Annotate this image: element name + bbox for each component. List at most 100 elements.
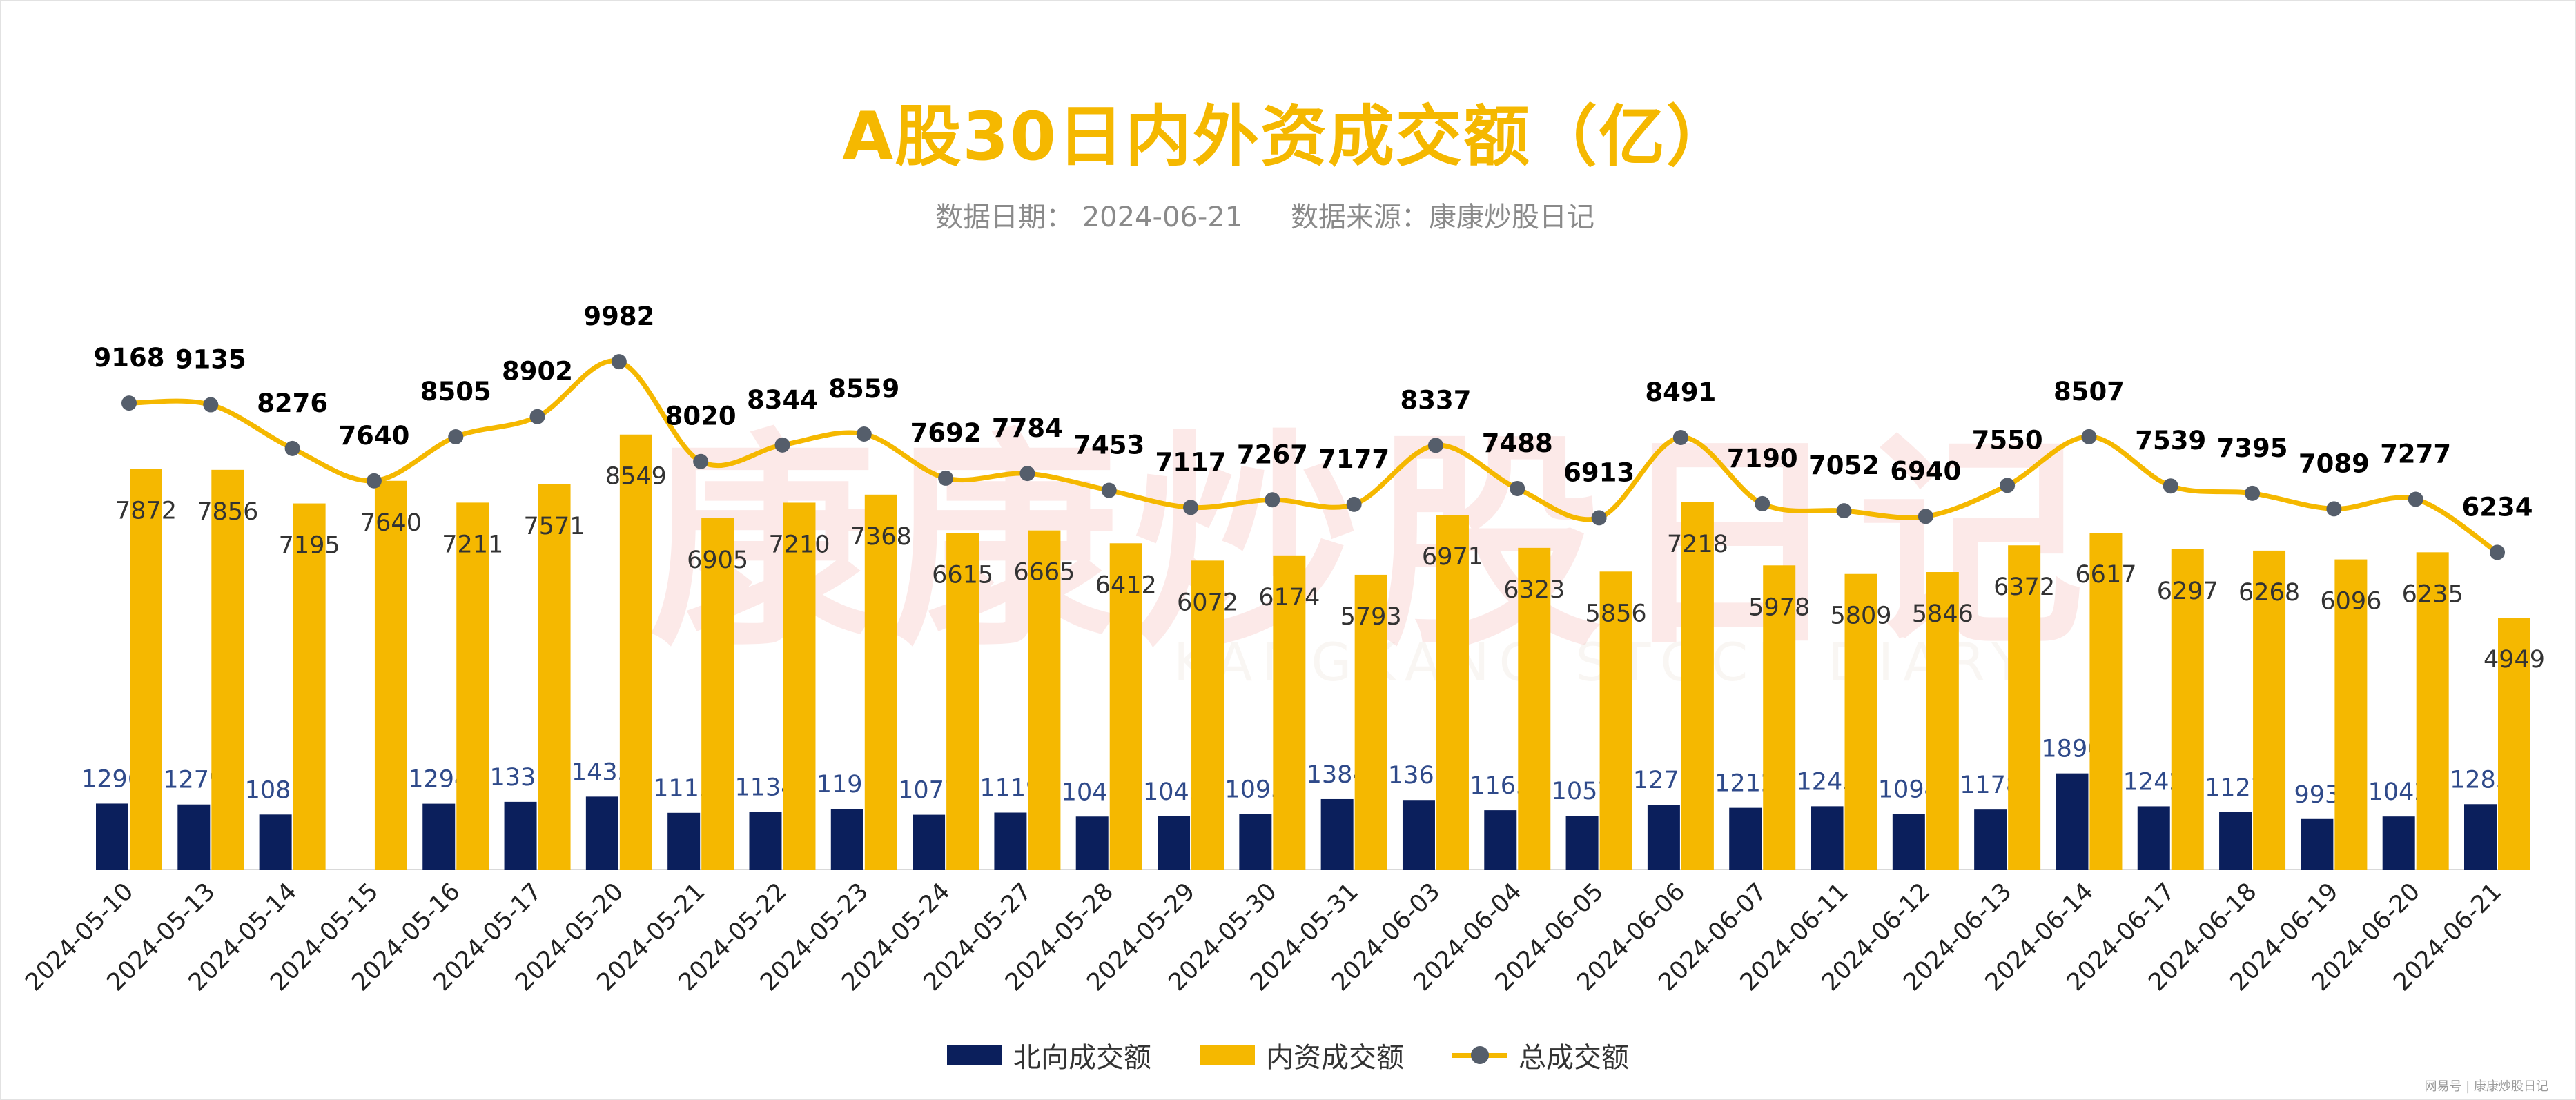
inner-bar bbox=[2334, 559, 2368, 870]
legend-swatch-north bbox=[947, 1045, 1002, 1065]
legend-swatch-inner bbox=[1200, 1045, 1255, 1065]
inner-value-label: 6971 bbox=[1422, 543, 1483, 571]
watermark-english: KANGKANG STOCK DIARY bbox=[1173, 631, 2033, 693]
north-bar bbox=[2382, 816, 2415, 870]
total-value-label: 6234 bbox=[2462, 492, 2533, 522]
inner-value-label: 7872 bbox=[115, 498, 177, 525]
north-bar bbox=[1158, 816, 1191, 870]
inner-bar bbox=[538, 484, 571, 870]
total-marker bbox=[1101, 482, 1117, 498]
total-value-label: 7190 bbox=[1727, 444, 1798, 473]
north-bar bbox=[749, 812, 782, 870]
north-bar bbox=[913, 814, 946, 870]
total-value-label: 7089 bbox=[2299, 449, 2370, 478]
total-marker bbox=[1918, 509, 1933, 524]
north-bar bbox=[1320, 798, 1354, 870]
chart-title: A股30日内外资成交额（亿） bbox=[842, 98, 1734, 175]
north-bar bbox=[177, 804, 211, 870]
total-marker bbox=[121, 395, 137, 411]
total-value-label: 6940 bbox=[1890, 456, 1961, 486]
inner-value-label: 8549 bbox=[605, 463, 667, 491]
north-bar bbox=[96, 803, 128, 870]
inner-bar bbox=[1354, 574, 1387, 870]
north-bar bbox=[830, 809, 863, 870]
inner-bar bbox=[1844, 573, 1877, 870]
north-bar bbox=[1075, 816, 1109, 870]
north-bar bbox=[1402, 800, 1435, 870]
total-marker bbox=[2000, 478, 2016, 493]
total-value-label: 7692 bbox=[910, 418, 982, 448]
north-bar bbox=[1239, 814, 1272, 870]
total-value-label: 7550 bbox=[1972, 425, 2043, 455]
north-bar bbox=[1647, 805, 1680, 870]
legend-item-inner: 内资成交额 bbox=[1200, 1035, 1404, 1075]
legend-label-total: 总成交额 bbox=[1519, 1042, 1629, 1074]
north-bar bbox=[422, 803, 456, 870]
total-value-label: 8507 bbox=[2053, 377, 2125, 406]
total-marker bbox=[448, 429, 464, 444]
legend-item-north: 北向成交额 bbox=[947, 1035, 1151, 1075]
total-marker bbox=[2163, 478, 2178, 494]
total-marker bbox=[1265, 492, 1280, 508]
inner-value-label: 5846 bbox=[1912, 600, 1973, 628]
inner-bar bbox=[456, 502, 489, 870]
total-marker bbox=[1019, 466, 1035, 482]
inner-bar bbox=[1681, 502, 1714, 870]
total-value-label: 7539 bbox=[2135, 426, 2206, 455]
north-bar bbox=[667, 812, 701, 870]
inner-value-label: 7211 bbox=[442, 531, 503, 558]
inner-bar bbox=[2089, 533, 2123, 870]
inner-bar bbox=[1273, 555, 1306, 870]
corner-credit: 网易号 | 康康炒股日记 bbox=[2424, 1079, 2548, 1094]
legend-label-inner: 内资成交额 bbox=[1266, 1042, 1404, 1074]
inner-bar bbox=[2253, 550, 2286, 870]
legend-swatch-total bbox=[1452, 1045, 1507, 1065]
inner-value-label: 6665 bbox=[1013, 559, 1075, 587]
north-value-label: 993 bbox=[2294, 781, 2340, 809]
inner-bar bbox=[2498, 618, 2530, 870]
inner-bar bbox=[1436, 515, 1469, 870]
inner-value-label: 6323 bbox=[1503, 576, 1565, 604]
inner-bar bbox=[1028, 530, 1061, 870]
inner-bar bbox=[1599, 571, 1632, 870]
total-marker bbox=[774, 437, 790, 453]
total-value-label: 7267 bbox=[1237, 440, 1308, 469]
north-bar bbox=[1484, 810, 1517, 870]
inner-bar bbox=[1191, 560, 1224, 870]
inner-value-label: 6268 bbox=[2238, 579, 2300, 607]
north-bar bbox=[2056, 773, 2089, 870]
north-bar bbox=[1811, 806, 1844, 870]
inner-value-label: 6372 bbox=[1993, 573, 2055, 601]
inner-bar bbox=[2008, 545, 2041, 870]
total-marker bbox=[1672, 430, 1688, 446]
inner-value-label: 4949 bbox=[2484, 646, 2545, 674]
total-marker bbox=[1755, 495, 1770, 511]
total-marker bbox=[2245, 485, 2261, 501]
inner-bar bbox=[1518, 547, 1551, 870]
inner-bar bbox=[1763, 565, 1796, 870]
north-bar bbox=[2301, 818, 2334, 870]
north-bar bbox=[2219, 812, 2252, 870]
inner-bar bbox=[701, 518, 734, 870]
total-marker bbox=[2326, 501, 2342, 517]
total-value-label: 9135 bbox=[175, 345, 246, 375]
total-value-label: 8559 bbox=[828, 374, 899, 404]
north-bar bbox=[259, 814, 292, 870]
inner-value-label: 6297 bbox=[2157, 578, 2218, 605]
inner-bar bbox=[1109, 543, 1142, 870]
inner-value-label: 6072 bbox=[1177, 589, 1238, 616]
inner-value-label: 7195 bbox=[279, 532, 340, 560]
total-value-label: 8505 bbox=[420, 377, 491, 406]
data-source: 数据来源：康康炒股日记 bbox=[1291, 202, 1594, 233]
total-marker bbox=[938, 470, 954, 486]
total-marker bbox=[1591, 510, 1607, 526]
inner-bar bbox=[374, 480, 407, 870]
data-date: 数据日期： 2024-06-21 bbox=[935, 202, 1243, 233]
inner-value-label: 7571 bbox=[524, 513, 585, 540]
total-value-label: 8020 bbox=[665, 402, 736, 431]
north-bar bbox=[585, 796, 618, 870]
inner-value-label: 5809 bbox=[1830, 602, 1891, 630]
inner-value-label: 6412 bbox=[1095, 571, 1157, 599]
north-bar bbox=[994, 812, 1027, 870]
total-marker bbox=[856, 426, 872, 442]
